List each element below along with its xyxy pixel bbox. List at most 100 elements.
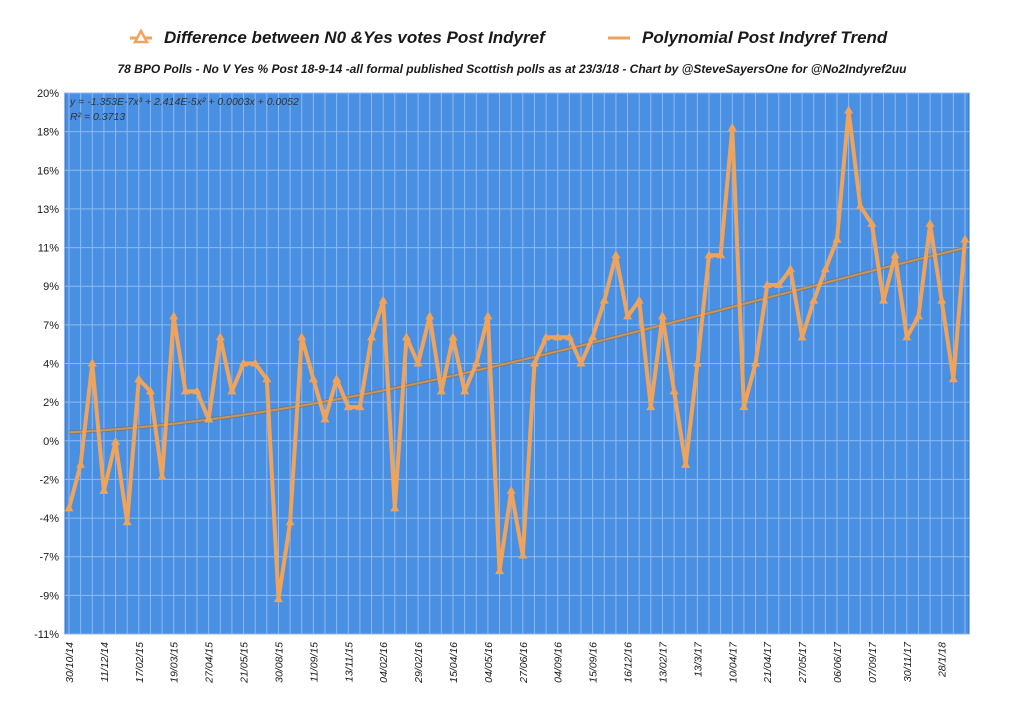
x-tick-label: 13/3/17: [692, 641, 704, 677]
data-point-marker: [169, 311, 179, 320]
data-point-marker: [285, 517, 295, 526]
data-point-marker: [599, 295, 609, 304]
y-tick-label: 4%: [43, 359, 59, 371]
data-point-marker: [541, 332, 551, 341]
data-point-marker: [425, 311, 435, 320]
data-point-marker: [308, 374, 318, 383]
x-tick-label: 19/03/15: [169, 642, 181, 683]
x-tick-label: 04/02/16: [378, 642, 390, 683]
y-tick-label: -7%: [39, 552, 59, 564]
data-point-marker: [192, 386, 202, 395]
x-tick-label: 28/1/18: [937, 642, 949, 678]
data-point-marker: [460, 386, 470, 395]
y-tick-label: 20%: [37, 88, 59, 100]
data-point-marker: [960, 234, 970, 243]
data-point-marker: [611, 250, 621, 259]
data-point-marker: [297, 332, 307, 341]
data-point-marker: [87, 358, 97, 367]
data-point-marker: [739, 402, 749, 411]
y-tick-label: 7%: [43, 320, 59, 332]
data-point-marker: [623, 311, 633, 320]
data-point-marker: [913, 311, 923, 320]
data-point-marker: [727, 122, 737, 131]
data-point-marker: [471, 358, 481, 367]
x-tick-label: 30/08/15: [273, 642, 285, 683]
data-point-marker: [355, 402, 365, 411]
data-point-marker: [937, 295, 947, 304]
data-point-marker: [902, 332, 912, 341]
data-point-marker: [774, 279, 784, 288]
legend-item-trend: Polynomial Post Indyref Trend: [606, 22, 887, 54]
x-tick-label: 15/09/16: [588, 642, 600, 683]
data-point-marker: [785, 264, 795, 273]
data-point-marker: [762, 279, 772, 288]
y-tick-label: 16%: [37, 165, 59, 177]
y-tick-label: -11%: [34, 629, 59, 641]
data-point-marker: [401, 332, 411, 341]
data-point-marker: [64, 503, 74, 512]
legend-label-difference: Difference between N0 &Yes votes Post In…: [164, 28, 545, 47]
data-point-marker: [227, 386, 237, 395]
data-point-marker: [646, 402, 656, 411]
data-point-marker: [273, 594, 283, 603]
difference-series-line: [67, 108, 967, 602]
data-point-marker: [320, 414, 330, 423]
data-point-marker: [157, 471, 167, 480]
data-point-marker: [262, 374, 272, 383]
data-point-marker: [111, 437, 121, 446]
data-point-marker: [716, 250, 726, 259]
data-point-marker: [855, 201, 865, 210]
data-point-marker: [867, 218, 877, 227]
x-tick-label: 11/09/15: [308, 642, 320, 682]
x-tick-label: 07/09/17: [867, 641, 879, 683]
x-tick-label: 30/10/14: [64, 642, 76, 683]
legend-line-swatch-icon: [608, 36, 630, 40]
data-point-marker: [367, 332, 377, 341]
x-tick-label: 04/09/16: [553, 642, 565, 683]
x-tick-label: 11/12/14: [99, 642, 111, 682]
y-tick-label: 18%: [37, 127, 59, 139]
y-tick-label: 0%: [43, 436, 59, 448]
data-point-marker: [332, 374, 342, 383]
data-point-marker: [925, 218, 935, 227]
x-tick-label: 04/05/16: [483, 642, 495, 683]
x-tick-label: 29/02/16: [413, 642, 425, 684]
data-point-marker: [704, 250, 714, 259]
data-point-marker: [448, 332, 458, 341]
data-point-marker: [564, 332, 574, 341]
data-point-marker: [553, 332, 563, 341]
x-tick-label: 27/06/16: [518, 642, 530, 684]
data-point-marker: [343, 402, 353, 411]
data-point-marker: [657, 311, 667, 320]
data-point-marker: [948, 374, 958, 383]
x-tick-label: 21/04/17: [762, 641, 774, 684]
x-tick-label: 21/05/15: [239, 642, 251, 684]
data-point-marker: [378, 295, 388, 304]
x-tick-label: 27/05/17: [797, 641, 809, 684]
x-tick-label: 17/02/15: [134, 642, 146, 683]
data-point-marker: [844, 105, 854, 114]
data-point-marker: [180, 386, 190, 395]
data-point-marker: [239, 358, 249, 367]
legend-item-difference: Difference between N0 &Yes votes Post In…: [128, 22, 545, 54]
data-point-marker: [99, 485, 109, 494]
data-point-marker: [122, 517, 132, 526]
x-tick-label: 13/02/17: [657, 641, 669, 683]
data-point-marker: [529, 358, 539, 367]
data-point-marker: [576, 358, 586, 367]
y-tick-label: 11%: [38, 243, 59, 255]
legend-label-trend: Polynomial Post Indyref Trend: [642, 28, 888, 47]
chart-subtitle: 78 BPO Polls - No V Yes % Post 18-9-14 -…: [117, 62, 907, 76]
data-point-marker: [669, 386, 679, 395]
trend-line: [68, 246, 966, 434]
y-tick-label: -9%: [39, 590, 59, 602]
y-tick-label: 9%: [43, 281, 59, 293]
data-point-marker: [215, 332, 225, 341]
data-point-marker: [483, 311, 493, 320]
data-point-marker: [751, 358, 761, 367]
y-tick-label: -2%: [39, 474, 59, 486]
legend: Difference between N0 &Yes votes Post In…: [0, 22, 1024, 54]
x-tick-label: 13/11/15: [343, 642, 355, 682]
data-point-marker: [506, 485, 516, 494]
trend-equation-label: y = -1.353E-7x³ + 2.414E-5x² + 0.0003x +…: [69, 96, 299, 108]
